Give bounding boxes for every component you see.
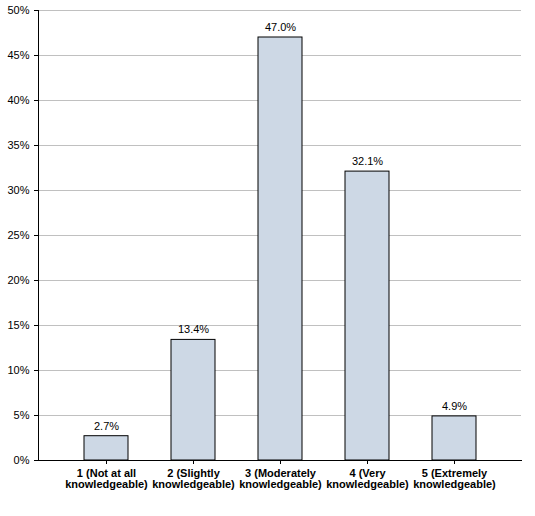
svg-text:35%: 35% xyxy=(7,139,29,151)
svg-text:2 (Slightlyknowledgeable): 2 (Slightlyknowledgeable) xyxy=(152,467,235,490)
svg-text:30%: 30% xyxy=(7,184,29,196)
svg-text:13.4%: 13.4% xyxy=(178,323,209,335)
svg-text:0%: 0% xyxy=(14,454,30,466)
svg-text:4 (Veryknowledgeable): 4 (Veryknowledgeable) xyxy=(326,467,409,490)
svg-text:47.0%: 47.0% xyxy=(265,21,296,33)
svg-text:3 (Moderatelyknowledgeable): 3 (Moderatelyknowledgeable) xyxy=(239,467,322,490)
svg-text:4.9%: 4.9% xyxy=(442,400,467,412)
svg-text:10%: 10% xyxy=(7,364,29,376)
svg-text:1 (Not at allknowledgeable): 1 (Not at allknowledgeable) xyxy=(65,467,148,490)
svg-text:50%: 50% xyxy=(7,4,29,16)
svg-text:5 (Extremelyknowledgeable): 5 (Extremelyknowledgeable) xyxy=(413,467,496,490)
svg-text:32.1%: 32.1% xyxy=(352,155,383,167)
svg-text:25%: 25% xyxy=(7,229,29,241)
svg-text:15%: 15% xyxy=(7,319,29,331)
svg-text:2.7%: 2.7% xyxy=(94,420,119,432)
svg-text:5%: 5% xyxy=(14,409,30,421)
svg-text:20%: 20% xyxy=(7,274,29,286)
svg-text:40%: 40% xyxy=(7,94,29,106)
svg-text:45%: 45% xyxy=(7,49,29,61)
